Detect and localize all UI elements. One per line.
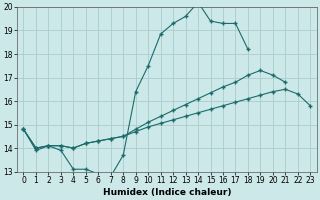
- X-axis label: Humidex (Indice chaleur): Humidex (Indice chaleur): [103, 188, 231, 197]
